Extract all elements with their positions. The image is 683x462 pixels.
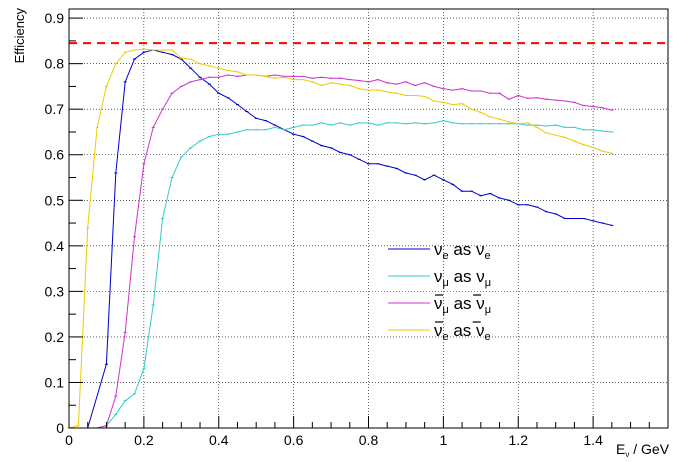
series-line-2 bbox=[69, 120, 612, 429]
legend-entry-1: νe as νe bbox=[434, 240, 491, 262]
grid-lines bbox=[69, 9, 668, 428]
legend-entry-4: νe as νe bbox=[434, 321, 491, 343]
y-tick-label: 0.1 bbox=[45, 374, 65, 390]
y-tick-label: 0.7 bbox=[45, 101, 65, 117]
svg-text:Eν / GeV: Eν / GeV bbox=[616, 441, 670, 459]
x-tick-label: 0.4 bbox=[209, 432, 229, 448]
x-axis-label-subscript: ν bbox=[625, 450, 629, 459]
legend-entry-2: νμ as νμ bbox=[434, 267, 491, 289]
series-line-3 bbox=[69, 74, 612, 429]
legend: νe as νe νμ as νμ νμ as νμ νe as νe bbox=[388, 240, 491, 343]
y-tick-label: 0.4 bbox=[45, 238, 65, 254]
x-tick-label: 0.8 bbox=[359, 432, 379, 448]
series-line-1 bbox=[69, 49, 612, 429]
y-tick-label: 0.9 bbox=[45, 10, 65, 26]
y-tick-label: 0.5 bbox=[45, 192, 65, 208]
y-tick-label: 0.8 bbox=[45, 56, 65, 72]
x-axis-label: Eν / GeV bbox=[616, 441, 670, 459]
y-axis-label: Efficiency bbox=[12, 8, 27, 64]
legend-entry-3: νμ as νμ bbox=[434, 294, 491, 316]
y-tick-label: 0.2 bbox=[45, 329, 65, 345]
y-tick-label: 0.3 bbox=[45, 283, 65, 299]
x-tick-label: 1 bbox=[439, 432, 447, 448]
x-axis-label-main: E bbox=[616, 441, 625, 457]
x-axis-ticks: 0 0.2 0.4 0.6 0.8 1 1.2 1.4 bbox=[65, 416, 669, 448]
y-tick-label: 0.6 bbox=[45, 147, 65, 163]
y-axis-ticks: 0 0.1 0.2 0.3 0.4 0.5 0.6 0.7 0.8 0.9 bbox=[45, 10, 83, 436]
x-tick-label: 0.6 bbox=[284, 432, 304, 448]
series-lines bbox=[67, 48, 614, 429]
x-axis-label-unit: / GeV bbox=[629, 441, 669, 457]
series-line-4 bbox=[68, 48, 612, 429]
x-tick-label: 1.4 bbox=[583, 432, 603, 448]
x-tick-label: 0.2 bbox=[134, 432, 154, 448]
x-tick-label: 1.2 bbox=[509, 432, 529, 448]
y-tick-label: 0 bbox=[56, 420, 64, 436]
x-tick-label: 0 bbox=[65, 432, 73, 448]
